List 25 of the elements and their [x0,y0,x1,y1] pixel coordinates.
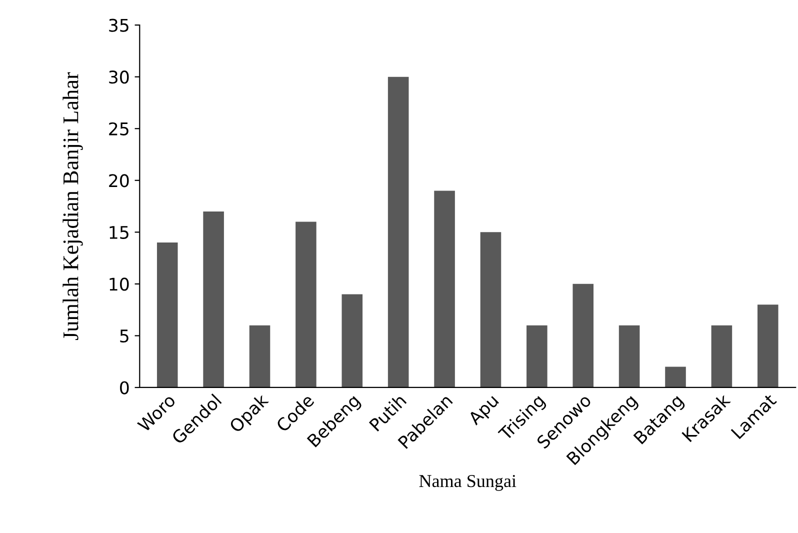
bar [480,232,502,388]
y-tick-label: 25 [109,122,128,136]
bar [296,222,316,388]
x-tick-label: Apu [467,394,502,428]
bar [434,190,455,388]
y-tick-label: 35 [109,18,128,32]
bar [618,325,640,388]
y-tick-label: 5 [120,330,128,343]
bar [342,294,363,388]
bar [711,325,732,388]
y-tick-label: 30 [109,70,129,84]
bar [665,366,686,388]
bar [203,211,224,388]
bar [572,284,594,388]
y-tick-label: 15 [110,226,128,239]
y-axis-title: Jumlah Kejadian Banjir Lahar [62,72,83,340]
bar [757,304,778,388]
y-tick-label: 20 [109,174,129,188]
bar [156,242,178,388]
y-tick-label: 10 [110,278,129,291]
bar [526,325,548,388]
bar [249,325,270,388]
bar [388,76,409,388]
y-tick-label: 0 [120,381,129,394]
x-axis-title: Nama Sungai [419,475,516,491]
